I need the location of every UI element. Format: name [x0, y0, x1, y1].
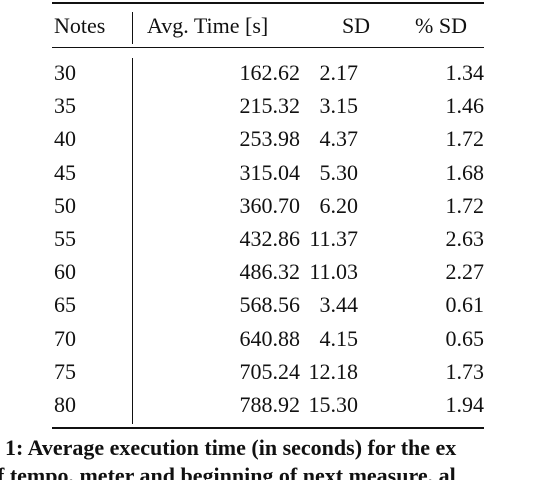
table-cell: 788.92: [239, 392, 301, 417]
table-cell: 4.37: [319, 126, 359, 152]
table-cell: 11.03: [309, 259, 358, 285]
header-cell: % SD: [415, 13, 467, 38]
table-cell: 1.34: [445, 60, 485, 85]
table-cell: 35: [54, 93, 76, 119]
table-cell: 2.17: [319, 60, 359, 85]
table-cell: 55: [54, 226, 76, 251]
caption-line: 1: Average execution time (in seconds) f…: [5, 435, 457, 460]
table-cell: 3.15: [319, 93, 359, 119]
top-rule: [52, 2, 484, 4]
header-rule: [52, 47, 484, 49]
table-cell: 40: [54, 126, 76, 152]
header-separator: [132, 12, 134, 44]
table-cell: 80: [54, 392, 76, 417]
table-cell: 2.27: [445, 259, 485, 285]
table-cell: 65: [54, 292, 76, 318]
table-cell: 568.56: [239, 292, 301, 318]
table-cell: 0.65: [445, 325, 485, 351]
table-cell: 705.24: [239, 358, 301, 384]
table-cell: 2.63: [445, 226, 485, 251]
table-cell: 6.20: [319, 192, 359, 218]
table-cell: 360.70: [239, 192, 301, 218]
table-cell: 640.88: [239, 325, 301, 351]
table-cell: 45: [54, 159, 76, 185]
bottom-rule: [52, 427, 484, 429]
table-cell: 0.61: [445, 292, 485, 318]
table-cell: 1.46: [445, 93, 485, 119]
table-cell: 4.15: [319, 325, 359, 351]
table-cell: 162.62: [239, 60, 301, 85]
table-cell: 12.18: [308, 358, 359, 384]
table-cell: 432.86: [239, 226, 301, 251]
table-cell: 75: [54, 358, 76, 384]
header-cell: Notes: [54, 13, 106, 38]
table-cell: 30: [54, 60, 76, 85]
table-cell: 1.72: [445, 192, 485, 218]
table-cell: 50: [54, 192, 76, 218]
table-cell: 5.30: [319, 159, 359, 185]
table-cell: 215.32: [239, 93, 301, 119]
table-cell: 11.37: [309, 226, 358, 251]
caption-line: f tempo, meter and beginning of next mea…: [0, 463, 456, 480]
table-cell: 3.44: [319, 292, 359, 318]
table-cell: 70: [54, 325, 76, 351]
table-cell: 486.32: [239, 259, 301, 285]
header-cell: Avg. Time [s]: [147, 13, 269, 38]
header-cell: SD: [341, 13, 371, 38]
table-cell: 1.73: [445, 358, 485, 384]
table-cell: 15.30: [308, 392, 359, 417]
table-cell: 1.94: [445, 392, 485, 417]
table-cell: 1.68: [445, 159, 485, 185]
table-cell: 1.72: [445, 126, 485, 152]
table-cell: 315.04: [239, 159, 301, 185]
column-separator: [132, 58, 134, 424]
table-cell: 253.98: [239, 126, 301, 152]
table-cell: 60: [54, 259, 76, 285]
